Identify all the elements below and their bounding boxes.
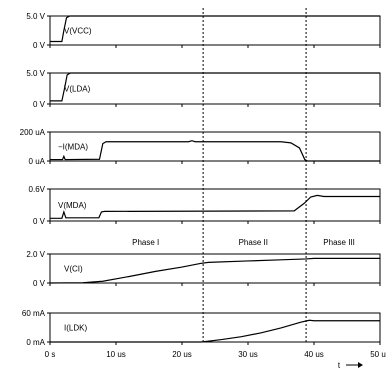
- y-tick-label: 0 V: [33, 279, 46, 288]
- y-tick-label: 60 mA: [22, 309, 46, 318]
- series-label: V(LDA): [64, 85, 91, 94]
- series-line: [50, 140, 380, 162]
- x-tick-label: 10 us: [106, 350, 126, 359]
- y-tick-label: 0 V: [33, 41, 46, 50]
- panel-frame: [49, 188, 381, 222]
- x-tick-label: 20 us: [172, 350, 192, 359]
- series-label: I(LDK): [64, 324, 87, 333]
- x-tick-label: 40 us: [304, 350, 324, 359]
- panel-frame: [49, 72, 381, 105]
- phase-label: Phase II: [239, 238, 268, 247]
- phase-label: Phase III: [323, 238, 355, 247]
- x-tick-label: 30 us: [238, 350, 258, 359]
- panel-frame: [49, 131, 381, 162]
- y-tick-label: 0 V: [33, 100, 46, 109]
- series-line: [49, 257, 380, 284]
- y-tick-label: 0 V: [33, 217, 46, 226]
- y-tick-label: 5.0 V: [26, 12, 45, 21]
- x-tick-label: 50 us: [370, 350, 386, 359]
- panel-frame: [49, 312, 381, 343]
- series-label: −I(MDA): [58, 143, 88, 152]
- series-label: V(MDA): [58, 201, 87, 210]
- phase-label: Phase I: [132, 238, 159, 247]
- time-arrow-head: [358, 362, 363, 368]
- y-tick-label: 200 uA: [20, 128, 46, 137]
- y-tick-label: 0 uA: [29, 157, 46, 166]
- x-tick-label: 0 s: [45, 350, 56, 359]
- x-axis-label: t: [338, 361, 341, 370]
- y-tick-label: 0 mA: [26, 338, 45, 347]
- series-line: [50, 194, 380, 219]
- series-line: [50, 319, 380, 343]
- y-tick-label: 0.6V: [29, 185, 46, 194]
- y-tick-label: 5.0 V: [26, 69, 45, 78]
- panel-frame: [49, 15, 381, 46]
- series-label: V(CI): [64, 265, 83, 274]
- y-tick-label: 2.0 V: [26, 250, 45, 259]
- series-label: V(VCC): [64, 27, 92, 36]
- series-line: [50, 72, 380, 102]
- panel-frame: [49, 253, 381, 284]
- series-line: [50, 15, 380, 43]
